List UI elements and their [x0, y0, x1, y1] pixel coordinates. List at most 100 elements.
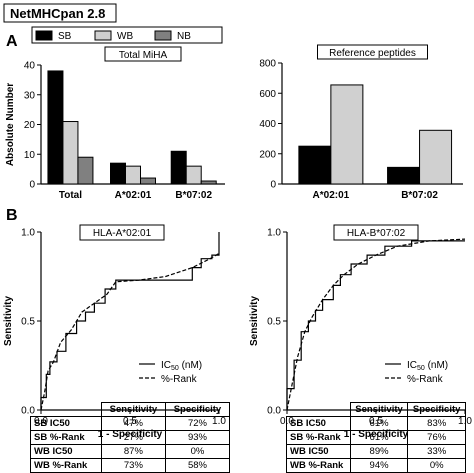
y-tick-label: 40	[24, 61, 36, 72]
stats-table-a0201: Sensitivity Specificity SB IC50 47% 72% SB %-…	[30, 402, 231, 473]
bar-legend: SB WB NB	[31, 26, 223, 44]
table-cell: 0%	[407, 458, 466, 473]
x-tick-label: A*02:01	[313, 190, 350, 201]
title-box	[3, 3, 117, 23]
bar-nb	[200, 180, 217, 185]
table-row-label: WB IC50	[30, 444, 102, 459]
table-cell: 89%	[349, 444, 409, 459]
bar-wb	[330, 84, 364, 185]
y-tick-label: 0.0	[267, 406, 281, 417]
chart-title-box	[104, 46, 182, 62]
table-cell: 94%	[349, 458, 409, 473]
y-tick-label: 1.0	[21, 228, 35, 239]
table-cell: 73%	[100, 458, 166, 473]
table-cell: 83%	[407, 416, 466, 431]
roc-curve-rank	[40, 252, 220, 411]
bar-sb	[170, 150, 187, 185]
x-tick-label: A*02:01	[115, 190, 152, 201]
x-tick-label: Total	[59, 190, 82, 201]
table-column-header: Specificity	[164, 402, 231, 417]
stats-table-b0702: Sensitivity Specificity SB IC50 61% 83% SB %-…	[286, 402, 466, 473]
chart-title-box	[79, 224, 165, 241]
y-tick-label: 400	[259, 119, 276, 130]
panel-letter-a: A	[6, 33, 18, 50]
table-cell: 58%	[164, 458, 231, 473]
bar-wb	[185, 165, 202, 185]
legend-label-ic50: IC50 (nM)	[407, 360, 448, 372]
table-row-label: WB %-Rank	[30, 458, 102, 473]
y-tick-label: 600	[259, 89, 276, 100]
chart-title-box	[317, 44, 428, 60]
table-row-label: WB %-Rank	[286, 458, 351, 473]
y-tick-label: 0	[270, 180, 276, 191]
y-axis-label: Sensitivity	[3, 296, 14, 346]
table-row: WB IC50 89% 33%	[286, 444, 466, 459]
chart-title: HLA-A*02:01	[93, 228, 152, 239]
bar-nb	[140, 177, 156, 185]
table-row: SB IC50 61% 83%	[286, 416, 466, 431]
table-row-label: SB IC50	[30, 416, 102, 431]
chart-title: HLA-B*07:02	[347, 228, 406, 239]
bar-sb	[298, 145, 332, 185]
table-cell: 87%	[100, 444, 166, 459]
y-tick-label: 1.0	[267, 228, 281, 239]
table-row-label: WB IC50	[286, 444, 351, 459]
table-corner-cell	[30, 402, 102, 417]
y-tick-label: 30	[24, 90, 36, 101]
roc-curve-rank	[286, 238, 466, 411]
table-header-row: Sensitivity Specificity	[286, 402, 466, 417]
table-cell: 61%	[349, 416, 409, 431]
roc-curve-ic50	[286, 240, 465, 410]
y-tick-label: 10	[24, 150, 36, 161]
y-tick-label: 0.5	[21, 317, 35, 328]
y-tick-label: 800	[259, 59, 276, 70]
table-row-label: SB %-Rank	[30, 430, 102, 445]
table-row-label: SB %-Rank	[286, 430, 351, 445]
legend-swatch-nb	[154, 30, 172, 41]
table-row: SB %-Rank 61% 76%	[286, 430, 466, 445]
bar-nb	[77, 156, 94, 185]
table-row: WB IC50 87% 0%	[30, 444, 231, 459]
bar-chart-total-miha: Total MiHA 0 10 20 30 40 Absolute Number Total A…	[5, 46, 225, 201]
chart-title: Total MiHA	[119, 50, 168, 61]
bar-legend-frame	[31, 26, 223, 44]
y-tick-label: 20	[24, 120, 36, 131]
chart-title-box	[333, 224, 419, 241]
table-cell: 61%	[349, 430, 409, 445]
table-row: SB %-Rank 27% 93%	[30, 430, 231, 445]
table-cell: 93%	[164, 430, 231, 445]
y-axis-label: Absolute Number	[5, 83, 16, 166]
table-cell: 0%	[164, 444, 231, 459]
table-column-header: Sensitivity	[349, 402, 409, 417]
table-header-row: Sensitivity Specificity	[30, 402, 231, 417]
y-tick-label: 0.0	[21, 406, 35, 417]
panel-letter-b: B	[6, 207, 18, 224]
y-tick-label: 200	[259, 149, 276, 160]
bar-sb	[47, 70, 64, 185]
legend-label-ic50: IC50 (nM)	[161, 360, 202, 372]
bar-wb	[125, 165, 141, 185]
legend-label-wb: WB	[117, 31, 133, 42]
bar-sb	[110, 162, 126, 185]
y-tick-label: 0	[29, 180, 35, 191]
legend-label-sb: SB	[58, 31, 72, 42]
legend-label-rank: %-Rank	[161, 374, 198, 385]
table-cell: 72%	[164, 416, 231, 431]
bar-wb	[62, 121, 79, 185]
table-row-label: SB IC50	[286, 416, 351, 431]
x-tick-label: B*07:02	[175, 190, 212, 201]
table-cell: 47%	[100, 416, 166, 431]
table-corner-cell	[286, 402, 351, 417]
legend-swatch-wb	[94, 30, 112, 41]
y-tick-label: 0.5	[267, 317, 281, 328]
chart-title: Reference peptides	[329, 48, 416, 59]
legend-label-nb: NB	[177, 31, 191, 42]
legend-label-rank: %-Rank	[407, 374, 444, 385]
table-column-header: Specificity	[407, 402, 466, 417]
y-axis-label: Sensitivity	[249, 296, 260, 346]
x-tick-label: B*07:02	[401, 190, 438, 201]
table-row: WB %-Rank 73% 58%	[30, 458, 231, 473]
table-cell: 33%	[407, 444, 466, 459]
bar-chart-reference-peptides: Reference peptides 0 200 400 600 800 A*02:01 B*…	[259, 44, 463, 201]
